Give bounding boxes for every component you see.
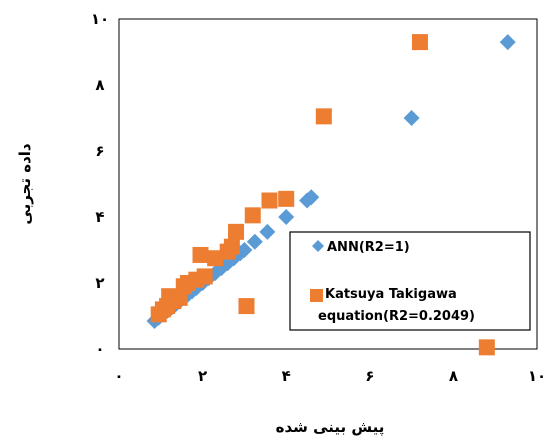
katsuya-data-point: [244, 207, 261, 224]
legend-ann-marker: [312, 240, 324, 252]
katsuya-data-point: [196, 268, 213, 285]
ann-data-point: [403, 110, 420, 126]
y-axis-ticks: ۰ ۲ ۴ ۶ ۸ ۱۰: [91, 10, 109, 358]
x-tick-label: ۱۰: [528, 367, 546, 385]
katsuya-data-point: [207, 250, 224, 267]
ann-data-point: [246, 233, 263, 250]
y-tick-label: ۲: [95, 274, 104, 292]
data-series: [146, 34, 516, 356]
x-tick-label: ۸: [449, 367, 458, 385]
legend: ANN(R2=1) Katsuya Takigawa equation(R2=0…: [289, 231, 531, 331]
katsuya-data-point: [278, 190, 295, 207]
katsuya-data-point: [315, 108, 332, 125]
x-axis-ticks: ۰ ۲ ۴ ۶ ۸ ۱۰: [114, 367, 546, 385]
ann-data-point: [499, 34, 516, 51]
y-tick-label: ۸: [95, 76, 104, 94]
katsuya-data-point: [223, 238, 240, 255]
katsuya-data-point: [238, 298, 255, 315]
x-tick-label: ۶: [365, 367, 374, 385]
y-axis-title: داده تجربی: [16, 143, 34, 224]
y-tick-label: ۰: [95, 340, 104, 358]
x-tick-label: ۴: [282, 367, 291, 385]
katsuya-data-point: [192, 246, 209, 263]
katsuya-data-point: [478, 339, 495, 356]
katsuya-data-point: [261, 192, 278, 209]
katsuya-data-point: [411, 34, 428, 51]
series-katsuya: [150, 34, 495, 356]
ann-data-point: [259, 223, 276, 240]
legend-katsuya-marker: [310, 289, 323, 302]
y-tick-label: ۱۰: [91, 10, 109, 28]
x-tick-label: ۰: [114, 367, 123, 385]
ann-data-point: [303, 189, 320, 206]
ann-data-point: [236, 242, 253, 258]
y-tick-label: ۶: [95, 142, 104, 160]
legend-ann-label: ANN(R2=1): [327, 240, 410, 255]
y-tick-label: ۴: [95, 208, 104, 226]
x-axis-title: پیش بینی شده: [276, 418, 385, 437]
ann-data-point: [278, 209, 295, 225]
legend-katsuya-label: Katsuya Takigawa equation(R2=0.2049): [318, 287, 475, 324]
x-tick-label: ۲: [198, 367, 207, 385]
legend-box: [289, 231, 531, 331]
katsuya-data-point: [228, 223, 245, 240]
